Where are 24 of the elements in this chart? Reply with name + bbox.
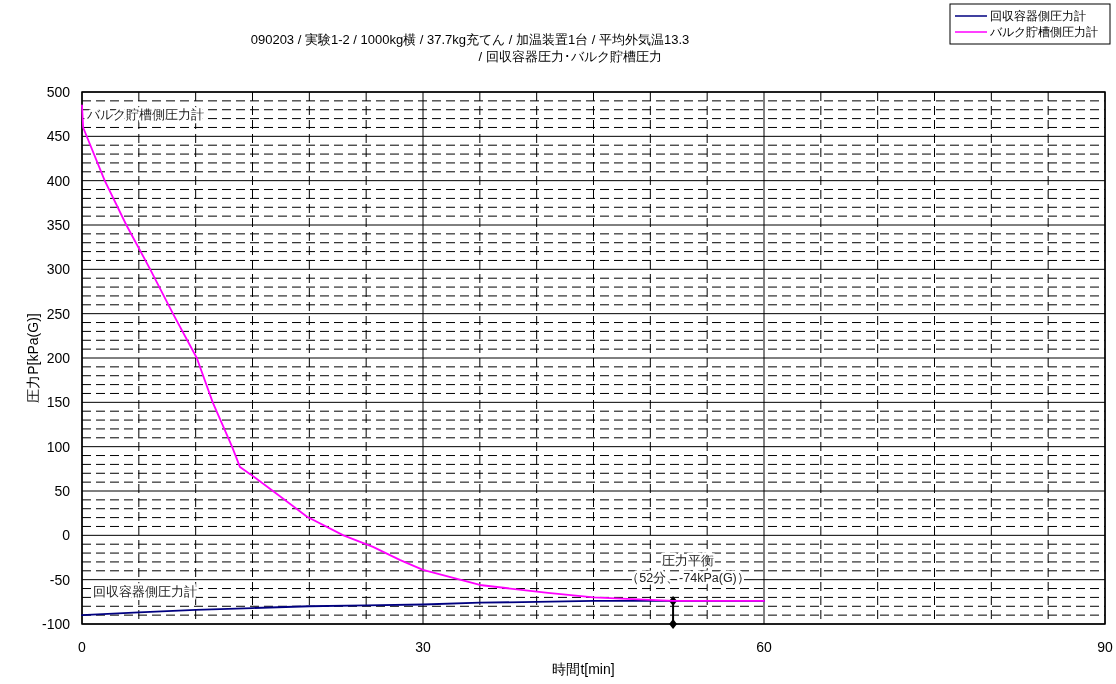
- x-tick-label: 90: [1097, 639, 1113, 655]
- y-tick-label: 200: [46, 350, 71, 366]
- x-axis-title: 時間t[min]: [552, 661, 615, 677]
- legend-label: 回収容器側圧力計: [990, 9, 1086, 22]
- y-tick-label: 150: [46, 394, 71, 411]
- y-tick-label: 350: [46, 217, 71, 233]
- y-tick-label: 450: [46, 128, 71, 145]
- y-tick-label: 300: [46, 261, 71, 278]
- y-axis-title: 圧力P[kPa(G)]: [25, 313, 41, 403]
- y-tick-label: 0: [62, 527, 71, 544]
- x-tick-label: 0: [78, 639, 87, 655]
- y-tick-label: 400: [46, 172, 71, 189]
- chart-subtitle: / 回収容器圧力･バルク貯槽圧力: [478, 49, 662, 64]
- y-tick-label: -100: [41, 616, 71, 632]
- x-tick-label: 30: [415, 639, 431, 655]
- y-tick-label: -50: [49, 571, 71, 588]
- text: 回収容器側圧力計: [93, 585, 197, 600]
- y-tick-label: 500: [46, 84, 71, 100]
- y-tick-label: 250: [46, 305, 71, 322]
- chart-title: 090203 / 実験1-2 / 1000kg横 / 37.7kg充てん / 加温装置1台 / 平均外気温13.3: [250, 32, 690, 47]
- x-tick-label: 60: [756, 639, 772, 655]
- y-tick-label: 100: [46, 438, 71, 455]
- legend-label: バルク貯槽側圧力計: [989, 25, 1098, 38]
- y-tick-label: 50: [54, 483, 71, 499]
